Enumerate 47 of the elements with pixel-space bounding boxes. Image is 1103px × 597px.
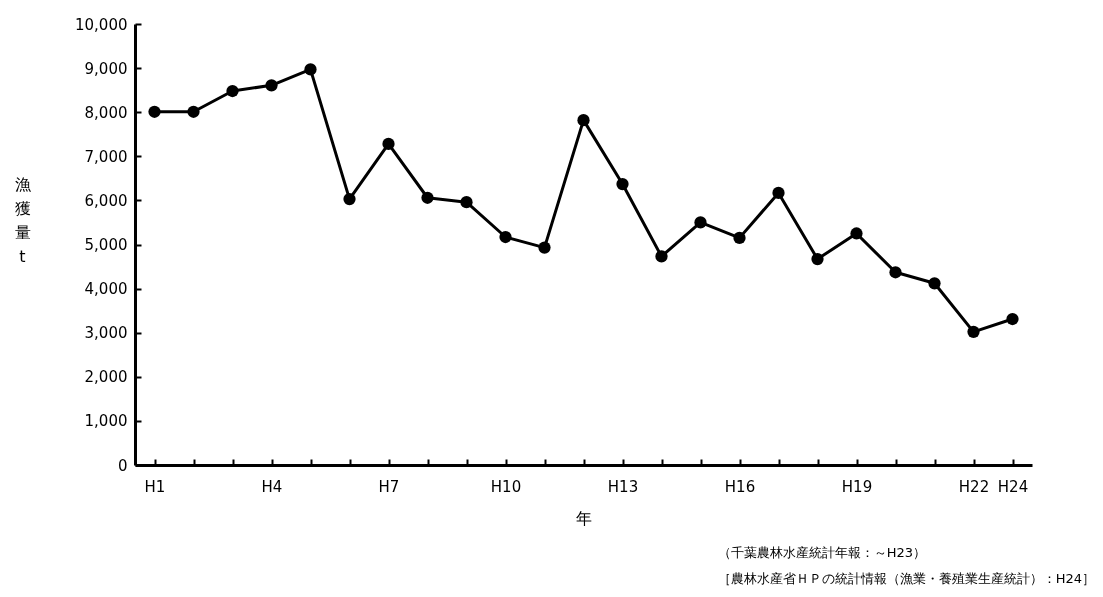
point (655, 250, 668, 263)
text: ［農林水産省ＨＰの統計情報（漁業・養殖業生産統計）：H24］ (717, 570, 1095, 588)
point (694, 216, 707, 229)
point (850, 227, 863, 240)
point (811, 252, 824, 266)
point (226, 84, 239, 98)
point (187, 105, 200, 118)
point (733, 231, 746, 244)
point (577, 114, 590, 127)
point (265, 79, 278, 92)
y-tick-label: 4,000 (84, 280, 128, 299)
point (499, 230, 512, 244)
point (421, 191, 434, 204)
point (538, 241, 551, 254)
y-tick-label: 3,000 (84, 324, 128, 343)
point (928, 277, 941, 290)
point (460, 196, 473, 209)
x-axis-title: 年 (576, 508, 592, 528)
point (382, 137, 395, 151)
point (772, 186, 785, 200)
x-tick-label: H13 (607, 477, 639, 496)
point (1006, 312, 1019, 326)
y-tick-label: 8,000 (84, 103, 128, 122)
x-tick-label: H22 (958, 477, 990, 496)
x-tick-label: H19 (841, 477, 873, 496)
point (343, 192, 356, 206)
y-tick-label: 1,000 (84, 412, 128, 431)
x-tick-label: H7 (378, 477, 400, 496)
point (616, 177, 629, 191)
y-tick-label: 2,000 (84, 368, 128, 387)
x-tick-label: H10 (490, 477, 522, 496)
y-tick-label: 5,000 (84, 236, 128, 254)
x-tick-label: H1 (144, 477, 166, 496)
point (304, 63, 317, 76)
text: （千葉農林水産統計年報：～H23） (717, 544, 927, 562)
point (967, 325, 980, 338)
y-tick-label: 0 (117, 456, 128, 475)
point (889, 266, 902, 279)
y-tick-label: 7,000 (84, 147, 128, 166)
y-tick-label: 6,000 (84, 191, 128, 210)
y-tick-label: 9,000 (84, 59, 128, 78)
point (148, 105, 161, 118)
x-tick-label: H16 (724, 477, 756, 496)
y-tick-label: 10,000 (75, 15, 128, 34)
x-tick-label: H4 (261, 477, 283, 496)
x-tick-label: H24 (997, 477, 1029, 496)
y-axis-title: 漁獲量 t (14, 174, 31, 266)
